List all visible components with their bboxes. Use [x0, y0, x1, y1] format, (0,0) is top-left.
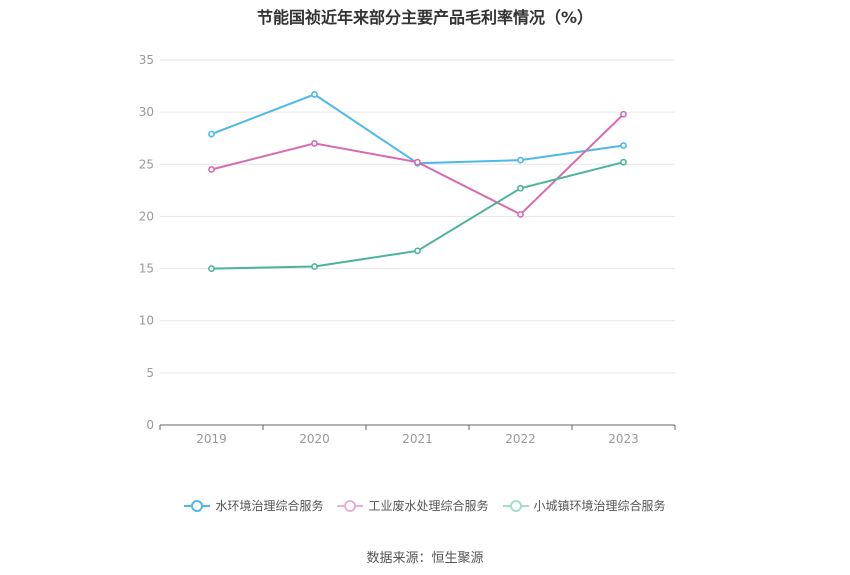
- y-tick-label: 0: [146, 418, 154, 432]
- data-point[interactable]: [517, 156, 524, 164]
- x-tick-label: 2019: [196, 432, 227, 446]
- series-layer: [208, 91, 627, 272]
- data-point[interactable]: [517, 184, 524, 192]
- legend-marker-icon: [502, 499, 529, 513]
- legend-item-water-environment[interactable]: 水环境治理综合服务: [184, 497, 323, 514]
- data-point[interactable]: [311, 263, 318, 270]
- legend-marker-icon: [184, 499, 211, 513]
- data-point[interactable]: [620, 158, 627, 166]
- y-tick-label: 25: [139, 157, 154, 171]
- x-tick-label: 2020: [299, 432, 330, 446]
- chart-title: 节能国祯近年来部分主要产品毛利率情况（%）: [256, 8, 594, 27]
- legend-label: 工业废水处理综合服务: [368, 499, 489, 513]
- data-point[interactable]: [208, 130, 215, 138]
- y-tick-label: 15: [139, 262, 154, 276]
- y-tick-label: 35: [139, 53, 154, 67]
- y-axis-ticks: 0 5 10 15 20 25 30 35: [139, 53, 154, 432]
- legend: 水环境治理综合服务 工业废水处理综合服务 小城镇环境治理综合服务: [0, 497, 850, 514]
- data-point[interactable]: [414, 158, 421, 166]
- y-tick-label: 20: [139, 209, 154, 223]
- legend-label: 小城镇环境治理综合服务: [533, 499, 666, 513]
- legend-item-industrial-wastewater[interactable]: 工业废水处理综合服务: [337, 497, 489, 514]
- data-point[interactable]: [208, 166, 215, 173]
- x-axis: 2019 2020 2021 2022 2023: [159, 424, 676, 446]
- data-point[interactable]: [620, 142, 627, 149]
- data-point[interactable]: [208, 265, 215, 272]
- x-tick-label: 2023: [608, 432, 639, 446]
- data-point[interactable]: [620, 110, 627, 118]
- y-tick-label: 30: [139, 105, 154, 119]
- data-point[interactable]: [517, 210, 524, 218]
- legend-marker-icon: [337, 499, 364, 513]
- data-point[interactable]: [311, 140, 318, 147]
- series-2: [208, 110, 627, 218]
- y-tick-label: 5: [146, 366, 154, 380]
- data-point[interactable]: [311, 91, 318, 98]
- grid-lines: [160, 59, 675, 374]
- data-point[interactable]: [414, 247, 421, 255]
- series-3: [208, 158, 627, 272]
- y-tick-label: 10: [139, 314, 154, 328]
- data-source: 数据来源：恒生聚源: [366, 551, 484, 566]
- x-tick-label: 2022: [505, 432, 536, 446]
- legend-label: 水环境治理综合服务: [215, 499, 324, 513]
- x-tick-label: 2021: [402, 432, 433, 446]
- legend-item-small-town-environment[interactable]: 小城镇环境治理综合服务: [502, 497, 666, 514]
